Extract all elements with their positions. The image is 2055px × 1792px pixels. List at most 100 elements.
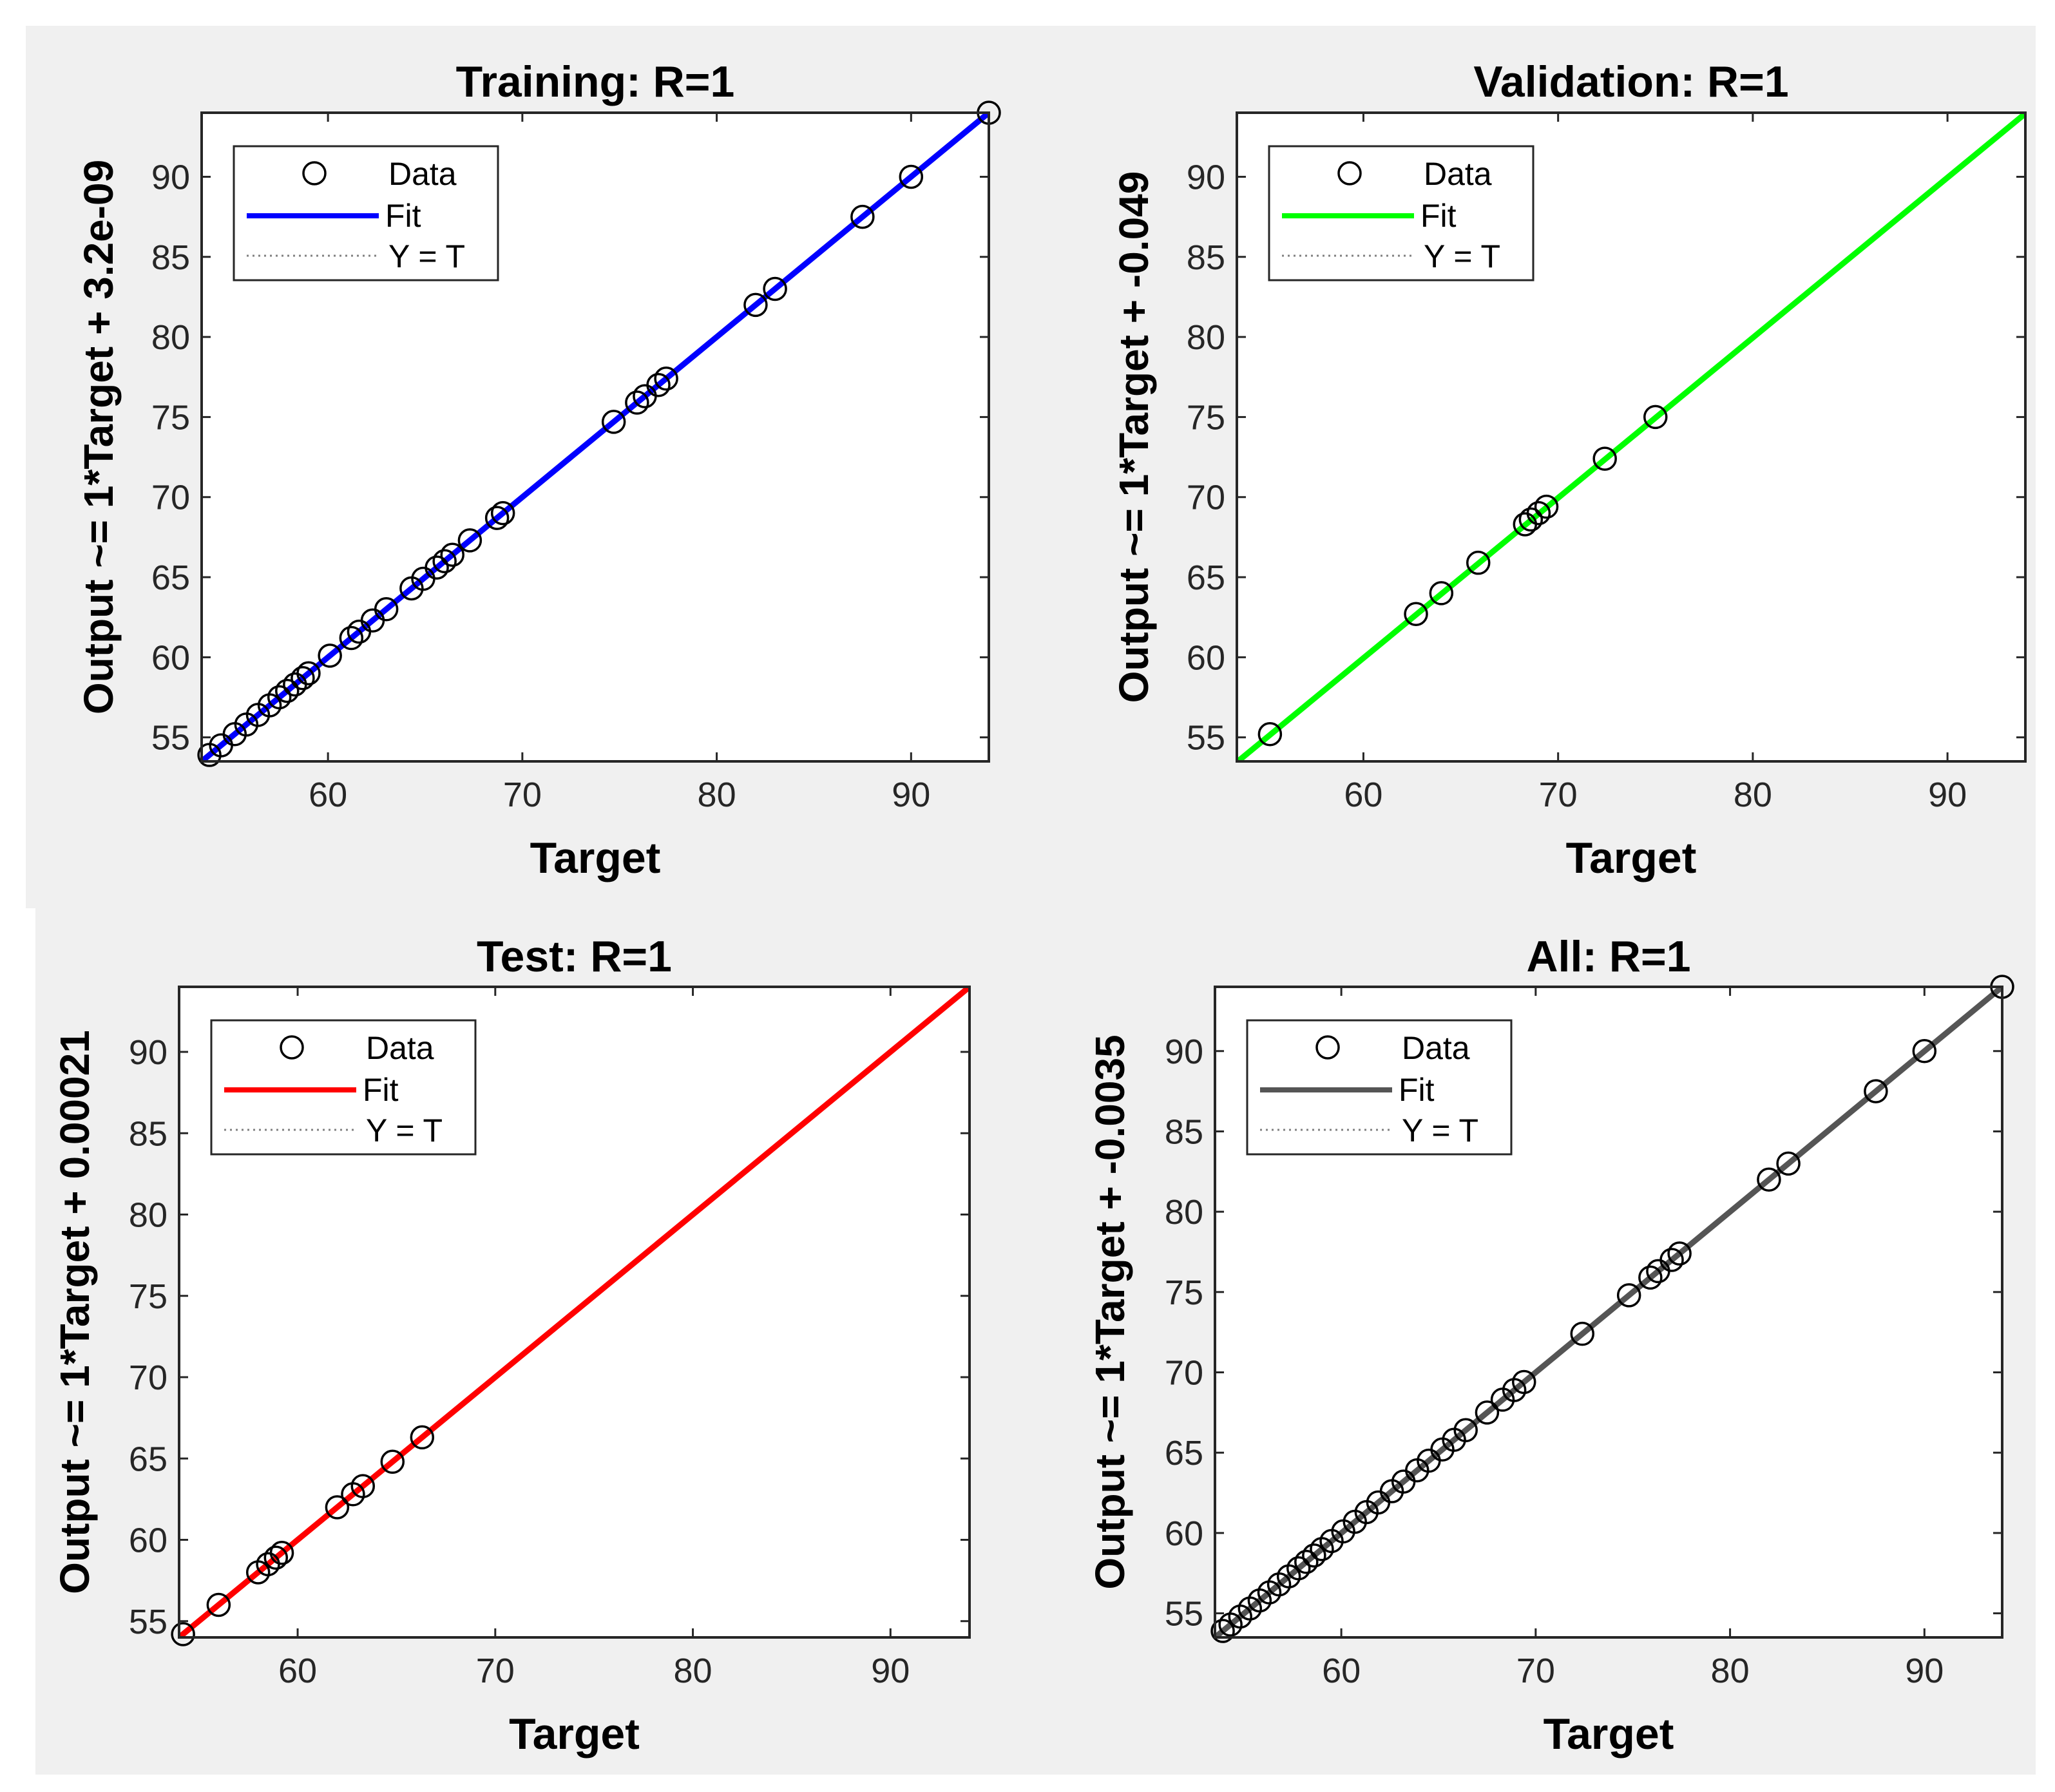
data-point (339, 625, 364, 651)
data-point (1864, 1079, 1888, 1103)
x-tick-label: 80 (1711, 1652, 1750, 1690)
data-point (1592, 446, 1617, 471)
y-tick-label: 80 (129, 1196, 167, 1235)
y-tick-label: 70 (1165, 1354, 1203, 1393)
legend-fit-label: Fit (363, 1072, 399, 1108)
data-point (318, 643, 342, 668)
legend: Data Fit Y = T (233, 145, 499, 281)
y-tick-label: 60 (1187, 638, 1225, 677)
data-point (484, 506, 510, 530)
x-tick-label: 60 (309, 776, 347, 814)
y-tick-label: 60 (129, 1521, 167, 1560)
legend-identity-label: Y = T (1424, 238, 1500, 274)
fit-line (202, 113, 989, 761)
y-tick-label: 80 (151, 318, 190, 357)
data-point (410, 1425, 435, 1450)
y-tick-label: 75 (129, 1277, 167, 1316)
y-tick-label: 75 (1187, 398, 1225, 437)
data-point (1757, 1167, 1781, 1192)
x-tick-label: 90 (1928, 776, 1967, 814)
x-tick-label: 90 (892, 776, 930, 814)
plot-content (179, 987, 970, 1637)
chart-title: Validation: R=1 (1473, 57, 1788, 106)
y-tick-label: 60 (151, 638, 190, 677)
x-tick-label: 70 (1516, 1652, 1555, 1690)
y-axis-label: Output ~= 1*Target + -0.0035 (1087, 1034, 1133, 1589)
data-point (743, 292, 768, 318)
y-tick-label: 85 (129, 1114, 167, 1153)
data-point (1511, 1369, 1536, 1395)
data-point (490, 500, 515, 526)
x-axis-label: Target (1566, 834, 1697, 882)
y-axis-label: Output ~= 1*Target + 3.2e-09 (75, 160, 122, 714)
data-point (1210, 1619, 1235, 1643)
y-axis-label: Output ~= 1*Target + 0.00021 (52, 1030, 98, 1594)
data-point (1466, 550, 1491, 575)
x-tick-label: 70 (1539, 776, 1578, 814)
y-tick-label: 55 (1165, 1595, 1203, 1634)
legend-fit-label: Fit (1420, 198, 1457, 234)
x-tick-label: 70 (503, 776, 542, 814)
x-tick-label: 80 (674, 1652, 712, 1690)
y-tick-label: 65 (1165, 1434, 1203, 1473)
legend-data-label: Data (388, 156, 457, 192)
legend-data-marker (1315, 1035, 1340, 1060)
fit-line (179, 987, 970, 1637)
data-point (1667, 1241, 1692, 1266)
y-axis-label: Output ~= 1*Target + -0.049 (1111, 171, 1157, 703)
legend-data-label: Data (1402, 1030, 1470, 1066)
y-tick-label: 65 (151, 558, 190, 597)
data-point (1643, 405, 1668, 430)
y-tick-label: 75 (151, 398, 190, 437)
axes-box (1236, 111, 2027, 763)
data-point (1302, 1543, 1326, 1568)
data-point (1638, 1265, 1663, 1290)
panel-4: 60 70 80 90 55 60 65 70 75 80 85 90 All: R=1 Target Ou… (1087, 932, 2014, 1759)
legend-data-marker (302, 161, 327, 186)
legend-data-label: Data (1424, 156, 1492, 192)
y-tick-label: 75 (1165, 1273, 1203, 1312)
data-point (899, 164, 924, 189)
data-point (1526, 500, 1551, 526)
chart-title: All: R=1 (1526, 932, 1690, 981)
data-point (1286, 1556, 1311, 1581)
data-point (1659, 1248, 1684, 1272)
data-point (601, 410, 626, 434)
data-point (440, 542, 464, 567)
x-tick-label: 70 (476, 1652, 515, 1690)
y-tick-label: 85 (1187, 238, 1225, 277)
y-tick-label: 90 (1165, 1033, 1203, 1071)
x-axis-label: Target (1544, 1710, 1674, 1759)
x-tick-label: 80 (1734, 776, 1772, 814)
data-point (325, 1495, 350, 1520)
legend: Data Fit Y = T (210, 1019, 477, 1156)
data-point (850, 204, 875, 229)
fit-line (1237, 113, 2025, 761)
y-tick-label: 60 (1165, 1514, 1203, 1553)
data-point (291, 665, 315, 691)
data-point (267, 685, 292, 710)
data-point (1534, 494, 1559, 519)
data-point (296, 661, 321, 685)
y-tick-label: 90 (1187, 158, 1225, 196)
panel-1: 60 70 80 90 55 60 65 70 75 80 85 90 Training: R=1 Tar… (75, 57, 1001, 882)
data-point (1912, 1039, 1937, 1063)
data-point (380, 1449, 405, 1474)
panel-2: 60 70 80 90 55 60 65 70 75 80 85 90 Validation: R=1 T… (1111, 57, 2027, 882)
y-tick-label: 85 (151, 238, 190, 277)
chart-title: Training: R=1 (456, 57, 735, 106)
axes-box (1214, 986, 2003, 1639)
data-point (457, 528, 483, 553)
data-point (263, 1545, 289, 1570)
x-tick-label: 80 (698, 776, 736, 814)
data-point (654, 366, 678, 391)
legend-identity-label: Y = T (388, 238, 465, 274)
legend: Data Fit Y = T (1268, 145, 1534, 281)
axes-box (178, 986, 971, 1639)
plot-content (1237, 113, 2025, 761)
legend-fit-label: Fit (1399, 1072, 1435, 1108)
data-point (1475, 1400, 1500, 1425)
legend-identity-label: Y = T (366, 1112, 443, 1149)
x-tick-label: 60 (278, 1652, 317, 1690)
